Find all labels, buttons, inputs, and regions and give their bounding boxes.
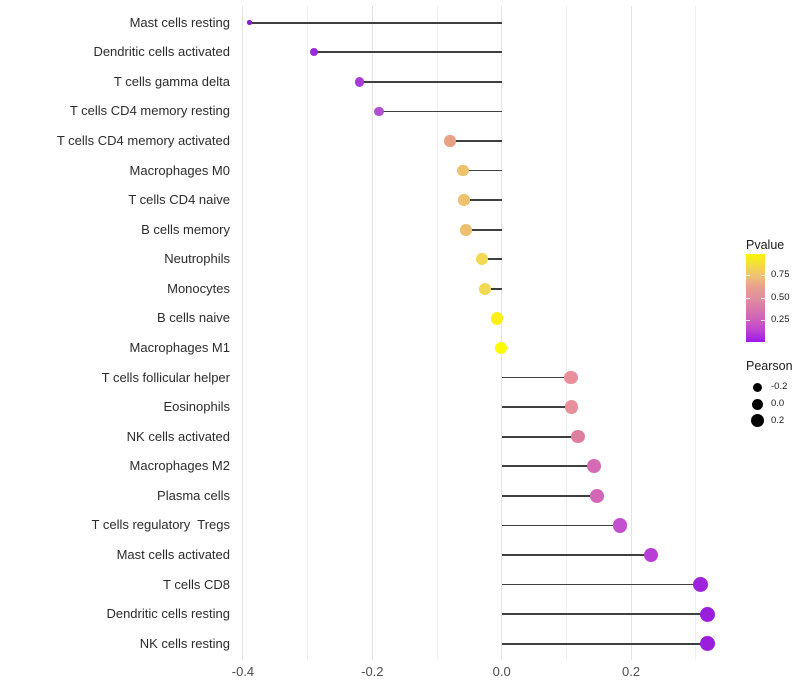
- lollipop-dot: [692, 577, 708, 593]
- category-label: T cells follicular helper: [101, 369, 230, 385]
- category-label: Macrophages M1: [129, 340, 230, 355]
- gridline-minor: [565, 6, 567, 660]
- gradient-tick-mark: [746, 275, 750, 277]
- size-legend-label: -0.2: [771, 381, 788, 392]
- size-legend-label: 0.0: [771, 398, 785, 409]
- category-label: B cells naive: [157, 310, 230, 326]
- lollipop-stem: [501, 435, 578, 438]
- lollipop-dot: [476, 253, 489, 266]
- gradient-tick-mark: [746, 297, 750, 299]
- lollipop-dot: [354, 77, 365, 87]
- category-label: Eosinophils: [163, 399, 231, 415]
- x-tick-label: -0.2: [361, 664, 384, 679]
- gridline-major: [501, 6, 503, 660]
- category-label: Neutrophils: [164, 251, 230, 267]
- lollipop-dot: [310, 48, 319, 57]
- size-legend-dot: [750, 414, 764, 427]
- gridline-major: [242, 6, 244, 660]
- gradient-tick-mark: [746, 320, 750, 322]
- x-tick-label: -0.4: [231, 664, 255, 679]
- pvalue-legend-title: Pvalue: [746, 238, 785, 252]
- category-label: Dendritic cells activated: [93, 44, 230, 60]
- gradient-tick-mark: [761, 320, 765, 322]
- size-legend-dot: [752, 382, 762, 392]
- lollipop-dot: [643, 547, 659, 563]
- lollipop-stem: [482, 258, 502, 261]
- gradient-tick-label: 0.75: [771, 269, 790, 280]
- lollipop-dot: [589, 488, 604, 503]
- size-legend-label: 0.2: [771, 414, 785, 426]
- category-label: Monocytes: [167, 280, 230, 296]
- lollipop-dot: [613, 518, 628, 533]
- lollipop-dot: [491, 312, 504, 325]
- category-label: NK cells resting: [139, 635, 230, 651]
- pearson-legend-title: Pearson: [746, 359, 793, 373]
- lollipop-stem: [464, 199, 502, 201]
- gradient-tick-label: 0.25: [771, 314, 790, 326]
- category-label: NK cells activated: [126, 428, 230, 444]
- lollipop-dot: [494, 341, 508, 355]
- lollipop-stem: [462, 169, 502, 172]
- lollipop-dot: [564, 370, 578, 385]
- lollipop-dot: [460, 223, 472, 236]
- lollipop-stem: [359, 80, 502, 83]
- category-label: Macrophages M2: [129, 458, 230, 474]
- category-label: Dendritic cells resting: [106, 606, 230, 622]
- category-label: T cells CD4 memory resting: [69, 103, 230, 119]
- lollipop-stem: [501, 613, 708, 616]
- lollipop-dot: [699, 636, 716, 652]
- lollipop-dot: [564, 400, 579, 414]
- lollipop-stem: [484, 288, 502, 290]
- lollipop-dot: [571, 429, 585, 444]
- size-legend-dot: [751, 398, 763, 410]
- gridline-major: [630, 6, 632, 660]
- gridline-minor: [695, 6, 697, 660]
- lollipop-dot: [458, 194, 470, 206]
- gridline-major: [371, 6, 373, 660]
- lollipop-dot: [373, 106, 384, 117]
- lollipop-stem: [501, 495, 597, 497]
- gradient-tick-mark: [761, 297, 765, 299]
- gradient-tick-label: 0.50: [771, 291, 790, 303]
- x-tick-label: 0.2: [622, 664, 641, 679]
- lollipop-stem: [501, 554, 652, 556]
- lollipop-stem: [314, 51, 502, 54]
- pvalue-gradient-bar: [746, 254, 765, 342]
- category-label: T cells CD8: [163, 576, 230, 592]
- lollipop-dot: [444, 135, 456, 147]
- lollipop-dot: [478, 282, 491, 295]
- lollipop-dot: [587, 459, 602, 474]
- category-label: Macrophages M0: [129, 162, 230, 178]
- category-label: T cells gamma delta: [113, 73, 230, 89]
- category-label: Plasma cells: [157, 487, 230, 503]
- lollipop-stem: [501, 376, 571, 379]
- gradient-tick-mark: [761, 275, 765, 277]
- category-label: T cells CD4 memory activated: [56, 132, 230, 148]
- lollipop-stem: [501, 465, 595, 468]
- lollipop-stem: [378, 110, 502, 113]
- lollipop-stem: [466, 228, 502, 231]
- x-tick-label: 0.0: [492, 664, 511, 679]
- category-label: Mast cells activated: [116, 547, 230, 563]
- lollipop-stem: [501, 583, 701, 586]
- category-label: T cells CD4 naive: [128, 192, 230, 208]
- gridline-minor: [436, 6, 438, 660]
- lollipop-stem: [501, 406, 572, 408]
- lollipop-stem: [449, 140, 502, 142]
- category-label: Mast cells resting: [129, 14, 230, 30]
- lollipop-stem: [249, 21, 502, 24]
- lollipop-dot: [247, 20, 252, 25]
- lollipop-stem: [501, 642, 708, 645]
- lollipop-dot: [457, 164, 469, 177]
- lollipop-dot: [699, 606, 716, 622]
- category-label: B cells memory: [141, 221, 230, 237]
- gridline-minor: [307, 6, 309, 660]
- lollipop-stem: [501, 524, 621, 527]
- category-label: T cells regulatory Tregs: [91, 517, 230, 533]
